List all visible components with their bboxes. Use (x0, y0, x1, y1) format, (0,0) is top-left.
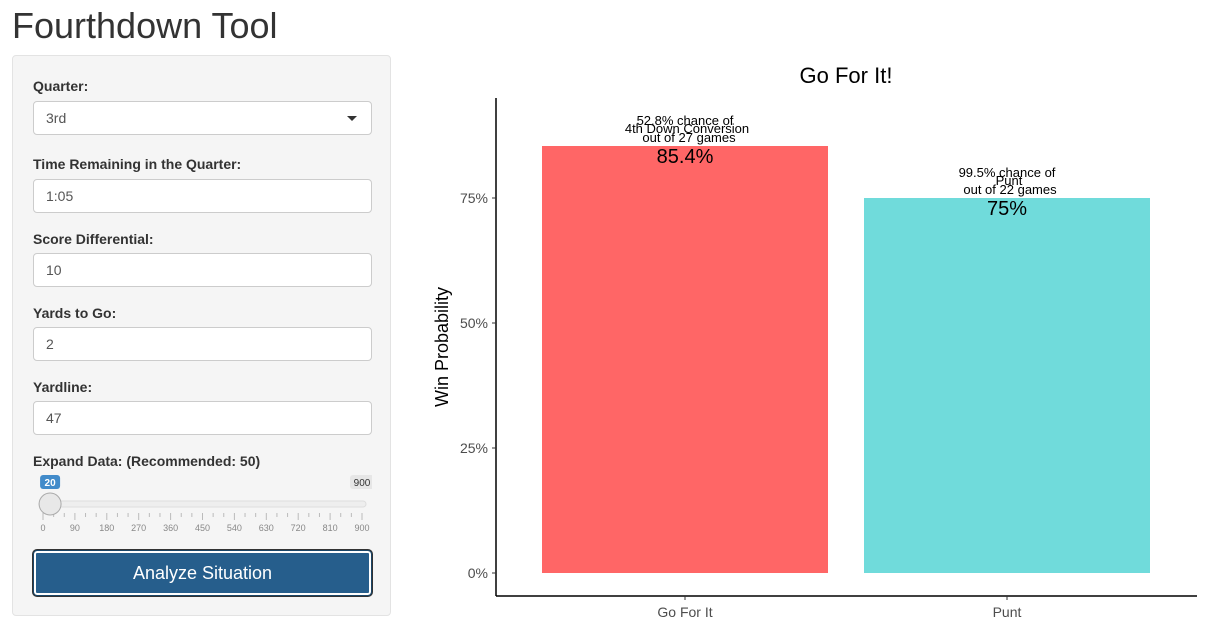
expand-data-slider[interactable]: 0 90 180 270 360 450 540 630 720 810 900 20 900 (33, 474, 374, 534)
x-tick-label: Go For It (657, 604, 712, 620)
win-probability-chart: Go For It! 0% 25% 50% 75% Win Probability Go F… (400, 55, 1205, 635)
expand-data-label: Expand Data: (Recommended: 50) (33, 453, 261, 469)
x-tick-label: Punt (993, 604, 1022, 620)
page-title: Fourthdown Tool (12, 5, 278, 46)
yardline-label: Yardline: (33, 379, 93, 395)
slider-track (38, 500, 367, 508)
bar-annotation-line: out of 22 games (963, 182, 1057, 197)
time-remaining-input[interactable]: 1:05 (33, 179, 372, 213)
bar-value-label: 75% (987, 198, 1027, 220)
yardline-input[interactable]: 47 (33, 401, 372, 435)
slider-tick-label: 180 (99, 523, 114, 533)
slider-handle (38, 492, 62, 516)
input-panel: Quarter: 3rd Time Remaining in the Quart… (12, 55, 391, 616)
y-tick-label: 25% (460, 440, 488, 456)
chevron-down-icon (347, 116, 357, 121)
quarter-label: Quarter: (33, 78, 89, 94)
bar-annotation-line: 4th Down Conversion (625, 121, 749, 136)
slider-value-label: 20 (45, 478, 57, 489)
expand-data-slider-graphic: 0 90 180 270 360 450 540 630 720 810 900 20 900 (38, 475, 374, 533)
yards-to-go-label: Yards to Go: (33, 305, 117, 321)
bar-annotation-line: 52.8% chance of (637, 113, 734, 128)
analyze-situation-button[interactable]: Analyze Situation (33, 550, 372, 596)
bar-go-for-it (542, 146, 828, 573)
bar-value-label: 85.4% (657, 146, 714, 168)
slider-tick-label: 0 (40, 523, 45, 533)
slider-tick-label: 540 (227, 523, 242, 533)
slider-value-badge (40, 475, 61, 489)
win-probability-chart-svg: Go For It! 0% 25% 50% 75% Win Probability Go F… (432, 63, 1197, 620)
slider-tick-label: 360 (163, 523, 178, 533)
quarter-select-value: 3rd (46, 110, 67, 126)
slider-tick-label: 900 (354, 523, 369, 533)
slider-tick-label: 720 (291, 523, 306, 533)
slider-tick-label: 90 (70, 523, 80, 533)
bar-annotation-line: Punt (996, 173, 1023, 188)
slider-max-label: 900 (354, 478, 371, 489)
time-remaining-label: Time Remaining in the Quarter: (33, 156, 242, 172)
bar-annotation-line: 99.5% chance of (959, 165, 1056, 180)
bar-punt (864, 198, 1150, 573)
bar-annotation-line: out of 27 games (642, 130, 736, 145)
score-differential-input[interactable]: 10 (33, 253, 372, 287)
quarter-select[interactable]: 3rd (33, 101, 372, 135)
yards-to-go-input[interactable]: 2 (33, 327, 372, 361)
slider-tick-label: 450 (195, 523, 210, 533)
y-tick-label: 75% (460, 190, 488, 206)
slider-max-badge (350, 475, 374, 489)
slider-tick-label: 810 (323, 523, 338, 533)
y-tick-label: 50% (460, 315, 488, 331)
y-axis-label: Win Probability (432, 287, 452, 407)
slider-tick-label: 270 (131, 523, 146, 533)
chart-title: Go For It! (800, 63, 893, 88)
slider-tick-label: 630 (259, 523, 274, 533)
y-tick-label: 0% (468, 565, 488, 581)
score-differential-label: Score Differential: (33, 231, 154, 247)
